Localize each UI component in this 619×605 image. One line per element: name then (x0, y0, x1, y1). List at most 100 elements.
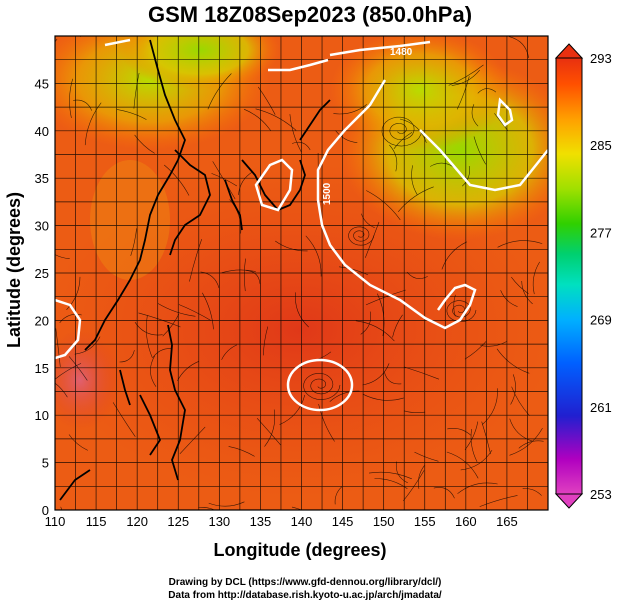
streamline (202, 292, 214, 330)
x-tick-label: 110 (45, 514, 66, 529)
streamline (229, 199, 242, 234)
x-axis-title: Longitude (degrees) (213, 540, 386, 560)
streamline (496, 348, 530, 374)
streamline (414, 451, 439, 462)
streamline (418, 465, 425, 489)
streamline (221, 344, 238, 360)
streamline (518, 440, 544, 449)
streamline (130, 228, 137, 256)
streamline (200, 271, 220, 289)
streamline (411, 165, 418, 195)
x-tick-label: 115 (86, 514, 107, 529)
x-tick-labels: 110 115 120 125 130 135 140 145 150 155 160 165 (45, 514, 518, 529)
lat-lon-grid (55, 36, 548, 510)
x-tick-label: 165 (496, 514, 518, 529)
colorbar-tick-label: 261 (590, 400, 612, 415)
streamline (511, 386, 530, 416)
streamline (339, 266, 369, 276)
streamline (441, 241, 467, 270)
streamline (55, 363, 82, 380)
streamline (329, 390, 360, 402)
streamline (256, 417, 281, 446)
coastlines (59, 39, 331, 501)
plot-frame (54, 35, 549, 511)
streamline (134, 134, 155, 154)
streamline (263, 326, 269, 356)
streamline (471, 104, 479, 127)
colorbar-bar (555, 57, 583, 495)
streamline (482, 388, 498, 425)
streamline (208, 501, 245, 507)
streamline (456, 76, 470, 110)
credit-data: Data from http://database.rish.kyoto-u.a… (168, 590, 442, 601)
y-tick-label: 0 (42, 503, 49, 518)
streamline (138, 312, 181, 328)
colorbar-top-triangle (554, 43, 584, 59)
streamline (145, 315, 153, 359)
streamline (305, 235, 322, 277)
streamline (84, 102, 102, 146)
streamline (68, 356, 88, 381)
y-tick-label: 20 (35, 313, 49, 328)
streamline (433, 487, 455, 499)
streamline (59, 314, 82, 323)
streamline (508, 36, 529, 59)
streamline (80, 36, 82, 37)
streamline (112, 402, 136, 437)
streamline (73, 99, 92, 111)
y-tick-label: 25 (35, 266, 49, 281)
streamline (157, 303, 196, 317)
streamline (221, 269, 256, 273)
streamline (362, 363, 390, 386)
streamline (334, 486, 342, 505)
streamline (509, 427, 543, 456)
streamline (479, 495, 518, 507)
streamline (66, 276, 81, 311)
x-tick-label: 140 (291, 514, 313, 529)
streamline (448, 64, 484, 86)
streamline (257, 86, 276, 115)
streamline (395, 461, 408, 484)
x-tick-label: 160 (455, 514, 477, 529)
streamline (477, 88, 497, 94)
streamline (152, 348, 172, 358)
streamline (399, 118, 427, 143)
contour-label-1500: 1500 (322, 182, 333, 205)
map-title: GSM 18Z08Sep2023 (850.0hPa) (148, 2, 472, 27)
streamline (295, 292, 309, 328)
streamline (384, 371, 402, 385)
colorbar-tick-label: 269 (590, 313, 612, 328)
streamline (68, 434, 88, 451)
streamline (198, 506, 215, 510)
streamline (355, 320, 395, 342)
contour-label-1480: 1480 (390, 47, 413, 58)
x-tick-label: 125 (167, 514, 189, 529)
streamline (368, 471, 412, 480)
streamline (119, 350, 135, 363)
streamline (403, 410, 426, 414)
streamline (55, 472, 56, 473)
streamline (318, 404, 335, 442)
streamline (279, 394, 306, 425)
streamline (406, 271, 428, 279)
height-contours (55, 38, 548, 412)
streamline (509, 418, 533, 442)
streamline (275, 240, 308, 252)
y-tick-label: 15 (35, 361, 49, 376)
streamline (500, 290, 518, 307)
x-tick-label: 145 (332, 514, 354, 529)
streamline (243, 108, 271, 131)
streamline (389, 144, 398, 172)
streamline (360, 311, 371, 335)
y-tick-label: 45 (35, 76, 49, 91)
streamline (55, 38, 58, 43)
streamline (291, 506, 302, 510)
streamline (177, 361, 200, 382)
streamline (374, 478, 408, 489)
streamline (510, 374, 516, 405)
streamline (55, 328, 61, 367)
streamline (461, 165, 470, 187)
streamline (333, 104, 367, 115)
streamline (497, 240, 543, 248)
